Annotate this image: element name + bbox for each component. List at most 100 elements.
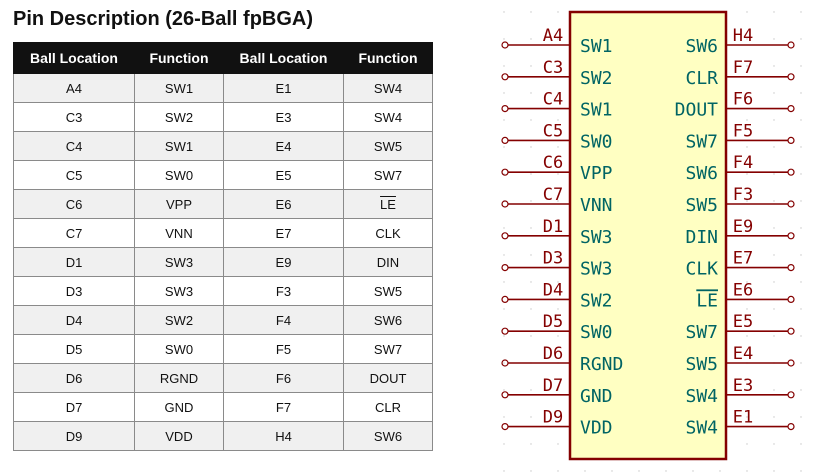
function-cell: VPP: [134, 189, 224, 219]
right-ball-label: F3: [733, 185, 753, 205]
function-cell: SW7: [343, 334, 433, 364]
grid-dot: [800, 281, 802, 283]
ball-location-cell: D1: [13, 247, 135, 277]
right-pin-connector: [787, 168, 795, 176]
right-function-label: SW5: [685, 354, 718, 375]
right-function-label: SW6: [685, 36, 718, 57]
right-ball-label: H4: [733, 26, 753, 46]
grid-dot: [557, 389, 559, 391]
left-pin-connector: [501, 264, 509, 272]
left-function-label: RGND: [580, 354, 623, 375]
function-cell: LE: [343, 189, 433, 219]
right-pin-connector: [787, 136, 795, 144]
right-function-label: SW6: [685, 163, 718, 184]
table-row: D6 RGND F6 DOUT: [13, 363, 433, 393]
function-cell: SW5: [343, 276, 433, 306]
grid-dot: [503, 65, 505, 67]
grid-dot: [746, 443, 748, 445]
page-title: Pin Description (26-Ball fpBGA): [13, 8, 314, 30]
grid-dot: [530, 119, 532, 121]
table-row: A4 SW1 E1 SW4: [13, 73, 433, 103]
left-function-label: SW1: [580, 100, 613, 121]
grid-dot: [719, 470, 721, 472]
table-row: C5 SW0 E5 SW7: [13, 160, 433, 190]
ball-location-cell: E1: [223, 73, 344, 103]
grid-dot: [530, 443, 532, 445]
grid-dot: [557, 146, 559, 148]
grid-dot: [503, 281, 505, 283]
right-pin-connector: [787, 327, 795, 335]
ball-location-cell: F7: [223, 392, 344, 422]
right-pin-connector: [787, 200, 795, 208]
right-function-label: SW7: [685, 322, 718, 343]
ball-location-cell: D9: [13, 421, 135, 451]
grid-dot: [557, 470, 559, 472]
ball-location-cell: E5: [223, 160, 344, 190]
grid-dot: [503, 470, 505, 472]
left-function-label: SW0: [580, 131, 613, 152]
left-pin-connector: [501, 359, 509, 367]
left-ball-label: D4: [543, 280, 563, 300]
ball-location-cell: E6: [223, 189, 344, 219]
left-pin-connector: [501, 327, 509, 335]
left-function-label: SW3: [580, 259, 613, 280]
ball-location-cell: H4: [223, 421, 344, 451]
grid-dot: [530, 11, 532, 13]
grid-dot: [557, 443, 559, 445]
function-cell: SW0: [134, 334, 224, 364]
ball-location-cell: D6: [13, 363, 135, 393]
grid-dot: [557, 227, 559, 229]
grid-dot: [638, 470, 640, 472]
right-ball-label: F5: [733, 121, 753, 141]
table-row: C6 VPP E6 LE: [13, 189, 433, 219]
grid-dot: [773, 119, 775, 121]
table-row: D7 GND F7 CLR: [13, 392, 433, 422]
grid-dot: [800, 254, 802, 256]
left-function-label: VPP: [580, 163, 613, 184]
grid-dot: [773, 227, 775, 229]
header-function: Function: [343, 42, 433, 74]
left-pin-connector: [501, 168, 509, 176]
left-function-label: SW3: [580, 227, 613, 248]
right-function-label: SW4: [685, 386, 718, 407]
grid-dot: [530, 200, 532, 202]
grid-dot: [503, 416, 505, 418]
grid-dot: [800, 335, 802, 337]
left-ball-label: C4: [543, 90, 563, 110]
function-cell: CLK: [343, 218, 433, 248]
left-function-label: VDD: [580, 418, 613, 439]
left-function-label: SW2: [580, 68, 613, 89]
left-ball-label: D6: [543, 344, 563, 364]
ball-location-cell: F5: [223, 334, 344, 364]
ball-location-cell: E3: [223, 102, 344, 132]
grid-dot: [800, 389, 802, 391]
grid-dot: [530, 92, 532, 94]
right-ball-label: E3: [733, 376, 753, 396]
ball-location-cell: E9: [223, 247, 344, 277]
grid-dot: [800, 38, 802, 40]
left-function-label: SW2: [580, 290, 613, 311]
grid-dot: [746, 38, 748, 40]
right-pin-connector: [787, 232, 795, 240]
ball-location-cell: E4: [223, 131, 344, 161]
table-row: D9 VDD H4 SW6: [13, 421, 433, 451]
grid-dot: [557, 173, 559, 175]
right-ball-label: E7: [733, 249, 753, 269]
left-function-label: SW0: [580, 322, 613, 343]
ball-location-cell: C5: [13, 160, 135, 190]
function-cell: GND: [134, 392, 224, 422]
pin-description-table: Ball Location Function Ball Location Fun…: [13, 42, 433, 451]
left-ball-label: A4: [543, 26, 563, 46]
grid-dot: [800, 227, 802, 229]
grid-dot: [800, 416, 802, 418]
left-ball-label: D3: [543, 249, 563, 269]
left-pin-connector: [501, 73, 509, 81]
right-function-label: DIN: [685, 227, 718, 248]
grid-dot: [503, 146, 505, 148]
right-ball-label: E6: [733, 280, 753, 300]
function-cell: RGND: [134, 363, 224, 393]
left-pin-connector: [501, 391, 509, 399]
right-pin-connector: [787, 104, 795, 113]
grid-dot: [746, 65, 748, 67]
right-function-label: SW4: [685, 418, 718, 439]
